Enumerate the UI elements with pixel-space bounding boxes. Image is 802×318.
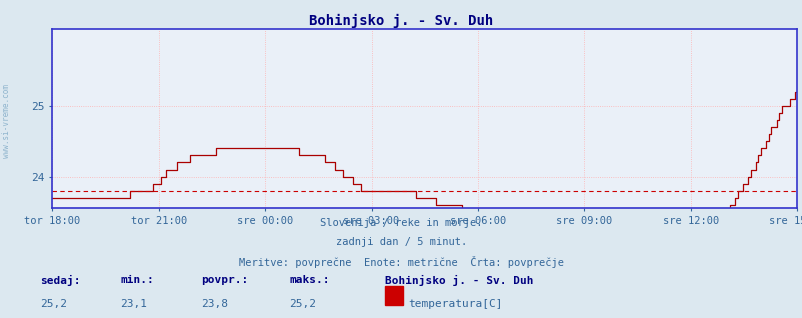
Text: 25,2: 25,2: [289, 299, 316, 309]
Text: temperatura[C]: temperatura[C]: [407, 299, 502, 309]
Text: povpr.:: povpr.:: [200, 275, 248, 285]
Text: Bohinjsko j. - Sv. Duh: Bohinjsko j. - Sv. Duh: [385, 275, 533, 286]
Text: sedaj:: sedaj:: [40, 275, 80, 286]
Text: Meritve: povprečne  Enote: metrične  Črta: povprečje: Meritve: povprečne Enote: metrične Črta:…: [239, 256, 563, 268]
Text: min.:: min.:: [120, 275, 154, 285]
Text: Bohinjsko j. - Sv. Duh: Bohinjsko j. - Sv. Duh: [309, 14, 493, 29]
Text: maks.:: maks.:: [289, 275, 329, 285]
Text: Slovenija / reke in morje.: Slovenija / reke in morje.: [320, 218, 482, 228]
Text: zadnji dan / 5 minut.: zadnji dan / 5 minut.: [335, 237, 467, 247]
Text: 23,8: 23,8: [200, 299, 228, 309]
Text: 23,1: 23,1: [120, 299, 148, 309]
Text: 25,2: 25,2: [40, 299, 67, 309]
Text: www.si-vreme.com: www.si-vreme.com: [2, 84, 11, 158]
